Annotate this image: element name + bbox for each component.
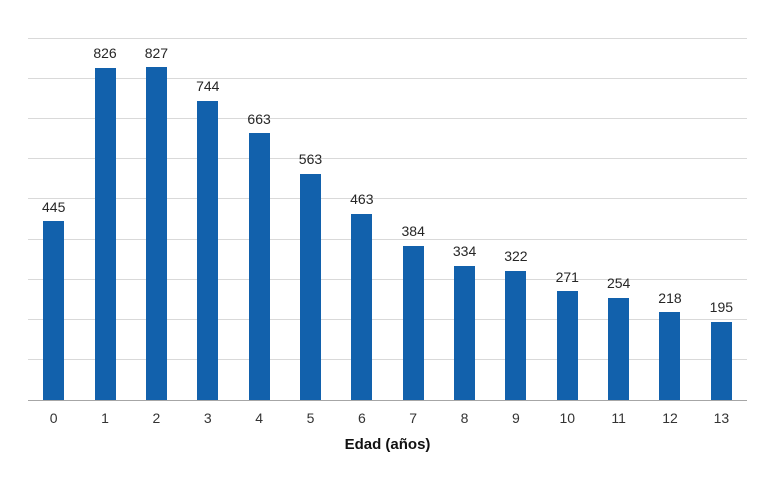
- gridline: [28, 319, 747, 321]
- bar: 445: [42, 199, 65, 400]
- bar-value-label: 334: [452, 243, 477, 260]
- bar-value-label: 827: [144, 44, 169, 61]
- x-axis-label: 4: [255, 410, 264, 426]
- bar: 744: [196, 78, 219, 400]
- bar-cell: 445: [28, 38, 79, 400]
- gridline: [28, 359, 747, 361]
- bar-cell: 827: [131, 38, 182, 400]
- bar-value-label: 744: [196, 78, 220, 95]
- bar-cell: 271: [542, 38, 593, 400]
- x-axis-label: 1: [101, 410, 109, 426]
- bar-cell: 826: [79, 38, 130, 400]
- gridline: [28, 238, 747, 240]
- x-axis-label: 8: [460, 410, 469, 426]
- bar-value-label: 826: [93, 45, 117, 62]
- x-axis-label: 5: [306, 410, 315, 426]
- gridline: [28, 198, 747, 200]
- bar: 218: [658, 290, 682, 400]
- x-axis-label: 13: [713, 410, 730, 426]
- bar: 334: [453, 243, 476, 400]
- bar-value-label: 563: [298, 151, 323, 168]
- bar-cell: 218: [644, 38, 695, 400]
- gridline: [28, 117, 747, 119]
- bar-cell: 254: [593, 38, 644, 400]
- x-axis-label: 12: [662, 410, 678, 426]
- plot-area: 445 826 827 744 663 563 463 384 334 322 271 254 218 1…: [28, 37, 747, 401]
- bar-value-label: 663: [247, 110, 271, 127]
- bar: 322: [504, 248, 528, 400]
- bar-value-label: 218: [658, 289, 682, 306]
- gridline: [28, 158, 747, 160]
- gridline: [28, 37, 747, 39]
- bar-value-label: 322: [504, 248, 528, 265]
- gridline: [28, 77, 747, 79]
- x-axis-label: 11: [611, 410, 626, 426]
- bar: 463: [350, 191, 374, 400]
- bar: 827: [145, 45, 168, 400]
- x-axis-title: Edad (años): [344, 436, 431, 453]
- bar-cell: 744: [182, 38, 233, 400]
- x-axis-label: 7: [409, 410, 418, 426]
- bar-cell: 663: [233, 38, 284, 400]
- x-axis-label: 2: [152, 410, 161, 426]
- bar-value-label: 271: [555, 268, 579, 285]
- bar: 254: [607, 276, 630, 400]
- bar: 826: [93, 45, 117, 400]
- gridline: [28, 278, 747, 280]
- bar-value-label: 384: [401, 223, 425, 240]
- bar-cell: 563: [285, 38, 336, 400]
- x-axis-label: 9: [512, 410, 520, 426]
- bar: 663: [247, 111, 271, 400]
- bar-cell: 195: [696, 38, 747, 400]
- bar-cell: 334: [439, 38, 490, 400]
- x-axis-label: 0: [49, 410, 58, 426]
- bar-value-label: 254: [606, 275, 631, 292]
- x-axis-labels: 0 1 2 3 4 5 6 7 8 9 10 11 12 13: [28, 410, 747, 426]
- bar: 563: [299, 151, 322, 400]
- bars-layer: 445 826 827 744 663 563 463 384 334 322 271 254 218 1…: [28, 38, 747, 400]
- bar-value-label: 463: [350, 191, 374, 208]
- bar-value-label: 445: [41, 198, 66, 215]
- x-axis-label: 10: [559, 410, 576, 426]
- bar-cell: 384: [388, 38, 439, 400]
- x-axis-label: 3: [203, 410, 212, 426]
- bar: 384: [402, 223, 425, 400]
- x-axis-label: 6: [357, 410, 366, 426]
- bar-cell: 463: [336, 38, 387, 400]
- bar: 195: [710, 299, 733, 400]
- bar-cell: 322: [490, 38, 541, 400]
- bar-value-label: 195: [709, 299, 734, 316]
- bar: 271: [556, 269, 579, 400]
